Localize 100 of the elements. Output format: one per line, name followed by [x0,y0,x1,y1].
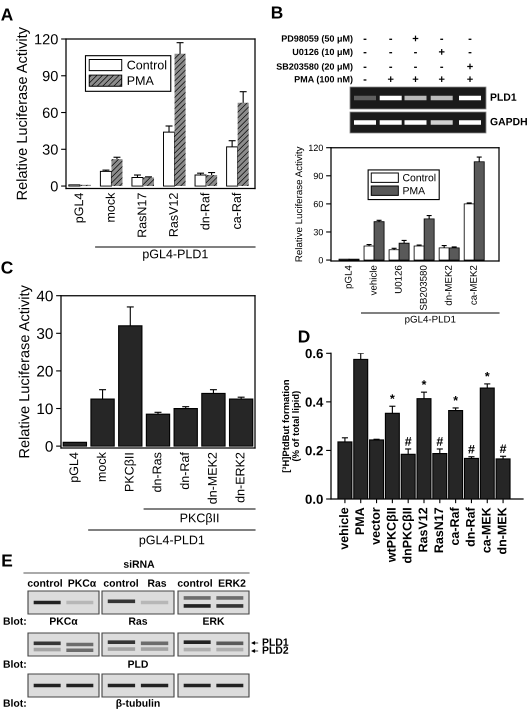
category-label: Ras [148,580,166,587]
x-tick-label: SB203580 [420,266,427,310]
y-tick-label: 30 [36,328,53,339]
text: PKCα [50,617,78,625]
text: GAPDH [490,118,527,126]
text: - [364,52,366,54]
chart-title: A [1,8,13,20]
category-label: Blot: [4,699,26,707]
x-tick-label: dn-MEK [497,507,506,554]
y-tick-label: 120 [35,34,58,44]
legend-label: PMA [128,76,154,85]
x-tick-label: dn-Raf [180,452,190,490]
text: - [468,38,472,40]
text: + [412,76,418,82]
category-label: U0126 (10 μM) [292,48,353,57]
text: PLD2 [262,646,288,654]
y-tick-label: 60 [42,108,58,118]
category-label: control [104,579,138,587]
category-label: control [178,579,212,587]
text: pGL4-PLD1 [405,316,456,325]
annotation: # [436,437,444,446]
y-tick-label: 0 [45,440,53,452]
text: - [414,66,417,68]
legend-label: PMA [403,187,426,194]
x-tick-label: dn-MEK2 [444,266,452,306]
x-tick-label: RasV12 [418,508,428,552]
x-tick-label: dn-MEK2 [208,452,217,504]
x-tick-label: RasV12 [169,193,178,236]
x-tick-label: PMA [355,508,364,534]
annotation: # [500,444,506,453]
x-tick-label: vehicle [339,508,348,550]
text: pGL4-PLD1 [140,536,204,547]
y-axis-title: Relative Luciferase Activity [16,27,30,200]
y-tick-label: 20 [37,366,53,377]
text: - [440,38,444,40]
category-label: Blot: [4,660,26,668]
y-tick-label: 60 [314,200,324,208]
text: - [364,66,366,68]
x-tick-label: pGL4 [74,193,86,222]
text: B [272,6,282,18]
annotation: # [404,437,412,446]
text: - [364,38,366,40]
category-label: PMA (100 nM) [294,76,353,84]
x-tick-label: ca-MEK [482,507,491,553]
text: E [2,554,12,566]
text: Ras [129,618,148,625]
x-tick-label: U0126 [394,266,402,294]
x-tick-label: ca-MEK2 [470,266,477,305]
text: ERK [203,618,224,625]
chart-title: D [298,330,310,342]
text: PLD1 [262,638,288,646]
annotation: * [390,394,395,399]
y-tick-label: 0 [318,257,324,264]
x-tick-label: dn-Raf [466,507,475,546]
x-tick-label: wtPKCβII [386,508,398,562]
text: PLD [128,660,148,668]
text: + [438,49,444,55]
y-tick-label: 0 [50,181,58,192]
annotation: * [484,372,490,377]
category-label: Blot: [4,617,26,625]
x-tick-label: ca-Raf [232,192,241,229]
x-tick-label: vector [372,508,380,545]
x-tick-label: dn-ERK2 [235,452,244,502]
text: PLD1 [490,94,516,101]
category-label: SB203580 (20 μM) [276,63,353,72]
text: siRNA [124,560,154,568]
y-tick-label: 0.6 [306,348,323,358]
text: β-tubulin [116,699,160,709]
x-tick-label: pGL4 [69,452,81,482]
y-axis-title: Relative Luciferase Activity [295,146,304,262]
x-tick-label: vehicle [370,266,377,296]
text: - [414,52,417,54]
y-tick-label: 10 [38,403,53,414]
y-tick-label: 30 [314,228,324,236]
x-tick-label: dn-Raf [200,192,210,230]
text: pGL4-PLD1 [143,250,208,261]
text: - [364,79,366,81]
x-tick-label: pGL4 [344,265,354,288]
annotation: # [468,444,475,454]
category-label: PD98059 (50 μM) [282,35,353,44]
category-label: ERK2 [218,579,246,587]
y-tick-label: 90 [42,70,58,82]
y-tick-label: 90 [314,172,324,180]
annotation: * [453,396,458,401]
text: + [412,36,418,42]
y-tick-label: 30 [42,144,58,155]
category-label: PKCα [68,579,96,587]
x-tick-label: mock [106,192,115,222]
text: + [388,76,394,82]
x-tick-label: RasN17 [434,508,444,552]
category-label: control [28,579,62,587]
annotation: * [422,380,426,385]
y-tick-label: 40 [36,290,53,302]
text: + [438,76,444,82]
y-tick-label: 0.0 [306,494,323,504]
text: + [467,76,473,82]
y-axis-title: Relative Luciferase Activity [18,285,32,458]
x-tick-label: mock [96,452,106,482]
chart-title: C [1,261,13,274]
x-tick-label: dnPKCβII [402,508,414,564]
